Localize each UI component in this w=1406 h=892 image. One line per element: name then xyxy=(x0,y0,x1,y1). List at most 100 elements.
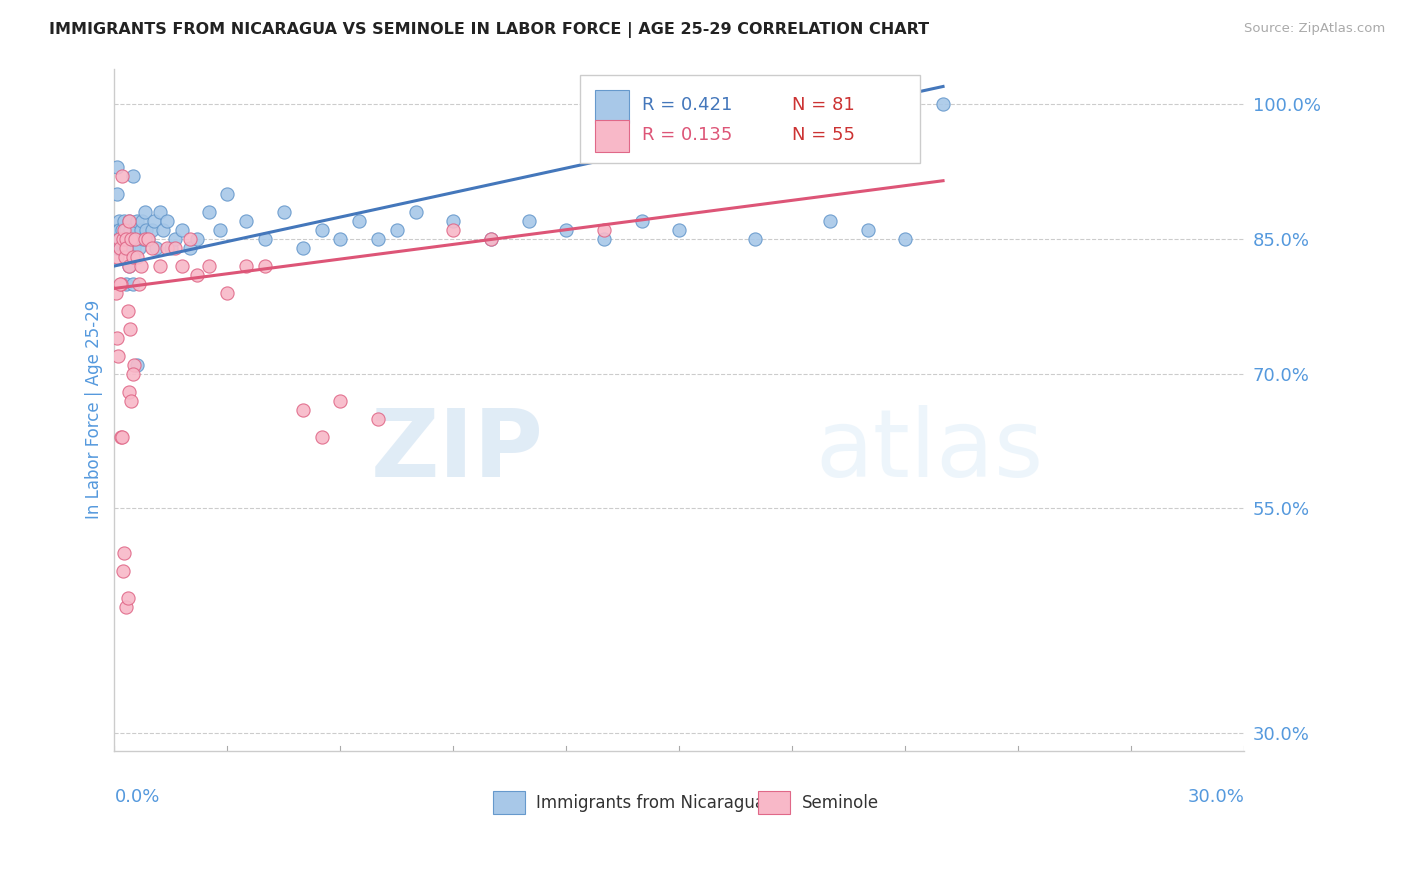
Point xyxy=(782,97,804,112)
Point xyxy=(367,232,389,246)
Point xyxy=(114,232,136,246)
Text: N = 81: N = 81 xyxy=(793,95,855,113)
Point xyxy=(118,232,141,246)
Point xyxy=(124,232,146,246)
Point xyxy=(120,393,142,408)
Text: Seminole: Seminole xyxy=(801,794,879,812)
Point xyxy=(517,214,540,228)
Point xyxy=(107,241,129,255)
Point xyxy=(107,223,129,237)
Point xyxy=(630,214,652,228)
Point xyxy=(367,411,389,425)
Point xyxy=(124,232,146,246)
Point xyxy=(107,349,129,363)
Y-axis label: In Labor Force | Age 25-29: In Labor Force | Age 25-29 xyxy=(86,300,103,519)
Point xyxy=(160,241,183,255)
Point xyxy=(479,232,502,246)
Point xyxy=(108,214,131,228)
Point xyxy=(217,285,239,300)
Point xyxy=(235,214,257,228)
Point xyxy=(135,223,157,237)
Point xyxy=(122,277,145,291)
Point xyxy=(108,232,131,246)
Point xyxy=(115,241,138,255)
Point xyxy=(128,241,150,255)
Point xyxy=(117,241,139,255)
Point xyxy=(197,259,219,273)
Point xyxy=(105,232,128,246)
Point xyxy=(120,322,142,336)
Point xyxy=(405,205,427,219)
Point xyxy=(118,259,141,273)
Point xyxy=(127,232,149,246)
Point xyxy=(136,232,159,246)
Point xyxy=(112,546,135,560)
Point xyxy=(131,232,153,246)
Point xyxy=(349,214,371,228)
Point xyxy=(117,304,139,318)
Point xyxy=(156,241,179,255)
Point xyxy=(117,591,139,606)
Point xyxy=(107,331,129,345)
Point xyxy=(593,232,616,246)
Text: 30.0%: 30.0% xyxy=(1188,789,1244,806)
Point xyxy=(105,161,128,175)
Point xyxy=(129,259,152,273)
Point xyxy=(329,393,352,408)
Point xyxy=(125,250,148,264)
Point xyxy=(141,223,163,237)
Point xyxy=(111,169,134,184)
Point xyxy=(744,232,766,246)
Point xyxy=(114,600,136,615)
Point xyxy=(118,384,141,399)
Point xyxy=(254,259,277,273)
Point xyxy=(143,214,166,228)
Point xyxy=(105,250,128,264)
Point xyxy=(932,97,955,112)
Point xyxy=(114,223,136,237)
Point xyxy=(593,223,616,237)
Point xyxy=(122,367,145,381)
Point xyxy=(208,223,231,237)
Point xyxy=(118,259,141,273)
Point xyxy=(311,429,333,443)
Point xyxy=(120,223,142,237)
Point xyxy=(555,223,578,237)
Point xyxy=(291,402,314,417)
FancyBboxPatch shape xyxy=(758,791,790,814)
Point xyxy=(112,214,135,228)
Point xyxy=(134,232,156,246)
Point xyxy=(114,277,136,291)
Point xyxy=(818,214,841,228)
Point xyxy=(152,223,174,237)
Text: Immigrants from Nicaragua: Immigrants from Nicaragua xyxy=(536,794,765,812)
Point xyxy=(311,223,333,237)
Point xyxy=(179,241,201,255)
Point xyxy=(105,187,128,202)
Point xyxy=(107,241,129,255)
Point xyxy=(111,232,134,246)
Point xyxy=(107,232,129,246)
Point xyxy=(479,232,502,246)
Point xyxy=(108,241,131,255)
Point xyxy=(186,232,208,246)
Point xyxy=(110,232,132,246)
Point xyxy=(186,268,208,282)
Point xyxy=(122,169,145,184)
Text: 0.0%: 0.0% xyxy=(114,789,160,806)
Point xyxy=(125,223,148,237)
Point xyxy=(385,223,408,237)
Point xyxy=(128,277,150,291)
FancyBboxPatch shape xyxy=(595,90,628,123)
Text: atlas: atlas xyxy=(815,405,1043,497)
Point xyxy=(111,223,134,237)
Point xyxy=(114,250,136,264)
Point xyxy=(668,223,690,237)
Point xyxy=(107,232,129,246)
Point xyxy=(122,241,145,255)
Text: ZIP: ZIP xyxy=(371,405,544,497)
Text: N = 55: N = 55 xyxy=(793,126,855,144)
Point xyxy=(856,223,879,237)
FancyBboxPatch shape xyxy=(494,791,524,814)
Text: R = 0.135: R = 0.135 xyxy=(643,126,733,144)
